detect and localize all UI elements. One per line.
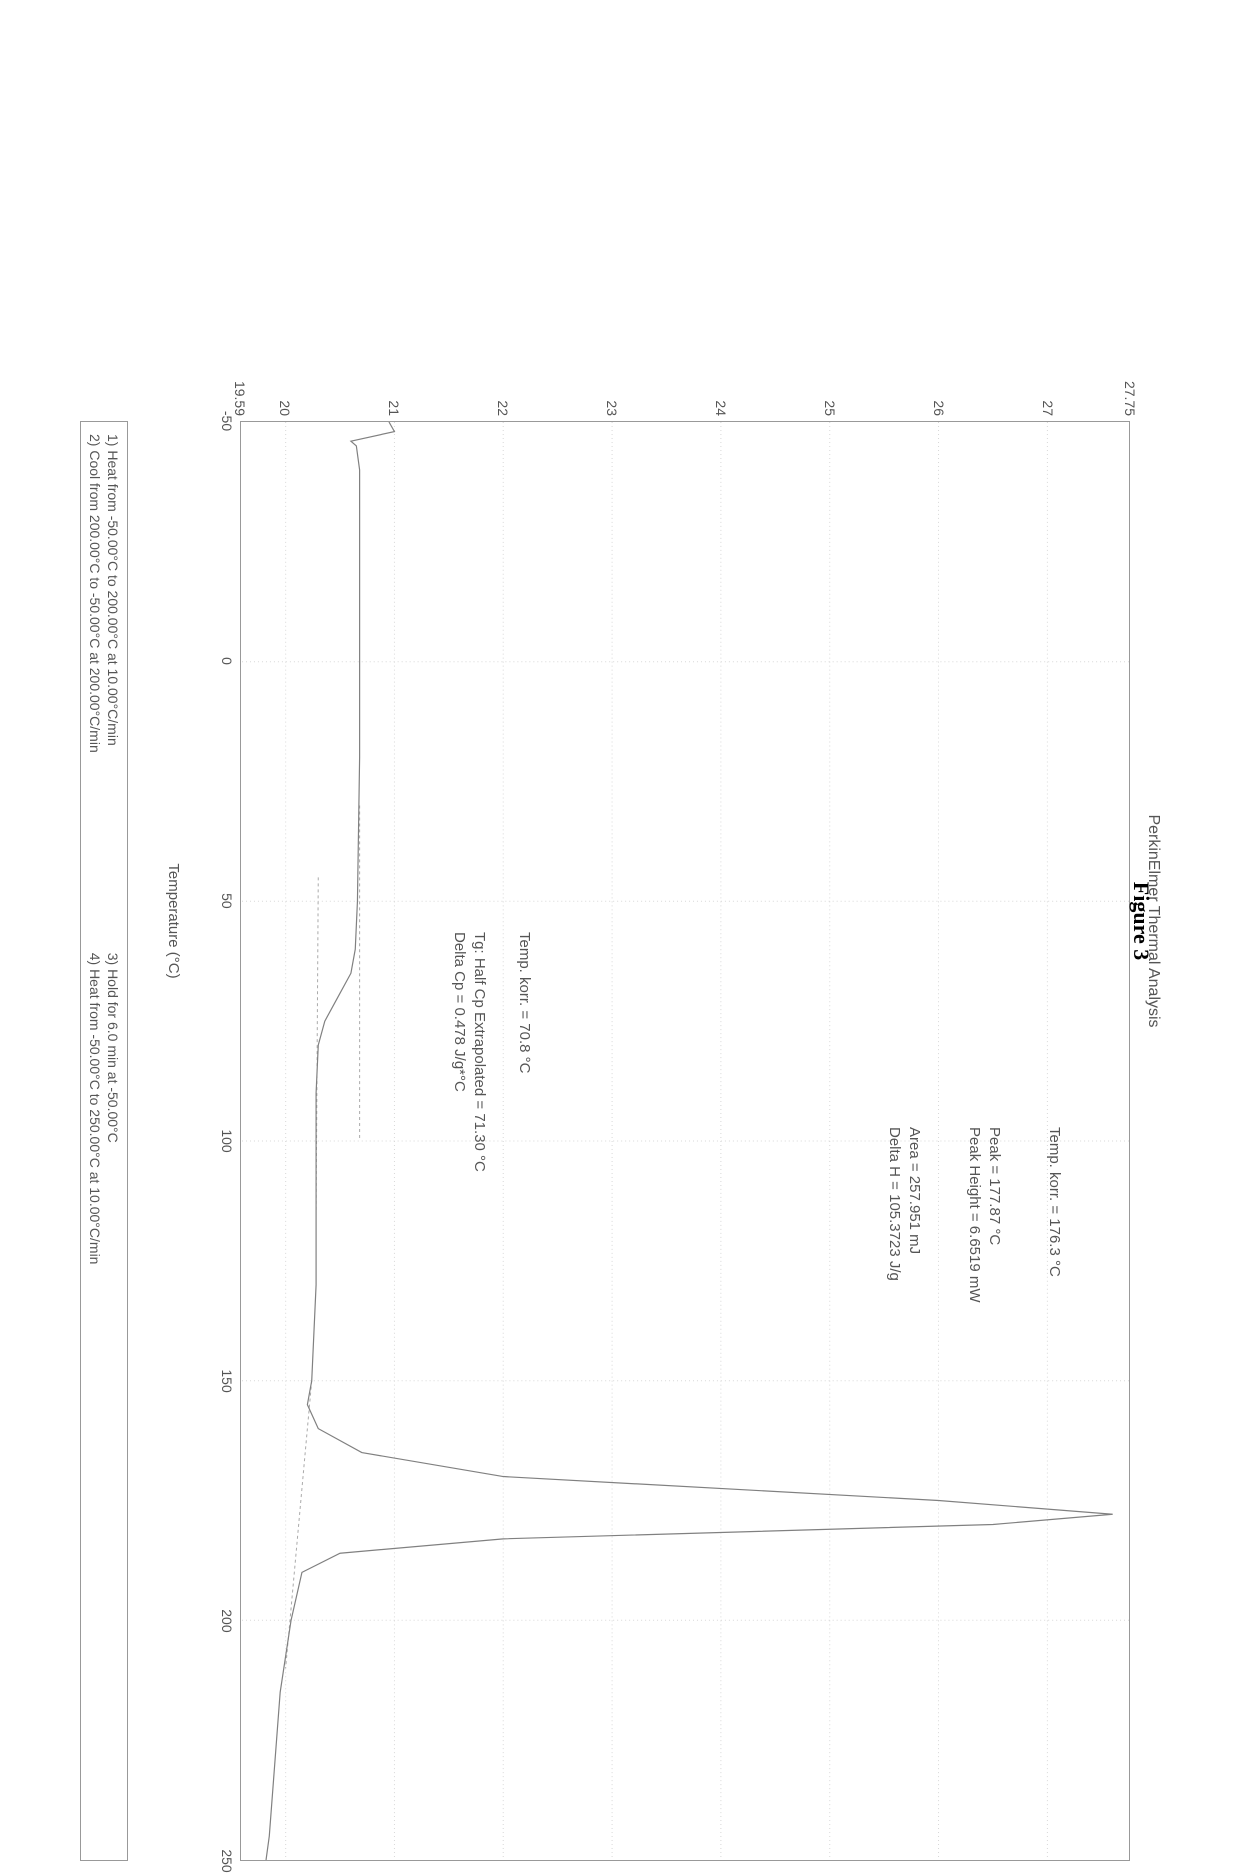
- method-col-left: 1) Heat from -50.00°C to 200.00°C at 10.…: [87, 434, 121, 753]
- peak-height-line: Peak Height = 6.6519 mW: [964, 1127, 984, 1303]
- method-step-3: 3) Hold for 6.0 min at -50.00°C: [105, 953, 121, 1265]
- y-tick: 23: [604, 366, 620, 416]
- method-box: 1) Heat from -50.00°C to 200.00°C at 10.…: [80, 421, 128, 1861]
- area-annotation: Area = 257.951 mJ Delta H = 105.3723 J/g: [884, 1127, 925, 1281]
- y-tick: 19.59: [232, 366, 248, 416]
- figure-label: Figure 3: [1128, 882, 1154, 960]
- method-step-4: 4) Heat from -50.00°C to 250.00°C at 10.…: [87, 953, 103, 1265]
- peak-temp-line: Peak = 177.87 °C: [984, 1127, 1004, 1303]
- tg-temp-annotation: Temp. korr. = 70.8 °C: [514, 932, 534, 1073]
- peak-tempcorr-annotation: Temp. korr. = 176.3 °C: [1044, 1127, 1064, 1277]
- x-tick: 0: [219, 657, 235, 665]
- x-tick: -50: [219, 411, 235, 431]
- y-tick: 20: [277, 366, 293, 416]
- y-tick: 26: [931, 366, 947, 416]
- y-tick: 24: [713, 366, 729, 416]
- x-tick: 150: [219, 1369, 235, 1392]
- x-axis-label: Temperature (°C): [165, 863, 182, 978]
- method-step-1: 1) Heat from -50.00°C to 200.00°C at 10.…: [105, 434, 121, 753]
- method-step-2: 2) Cool from 200.00°C to -50.00°C at 200…: [87, 434, 103, 753]
- area-line: Area = 257.951 mJ: [904, 1127, 924, 1281]
- plot-area: Temp. korr. = 70.8 °C Tg: Half Cp Extrap…: [240, 421, 1130, 1861]
- tg-halfcp-line: Tg: Half Cp Extrapolated = 71.30 °C: [469, 932, 489, 1172]
- deltah-line: Delta H = 105.3723 J/g: [884, 1127, 904, 1281]
- x-tick: 100: [219, 1129, 235, 1152]
- x-tick: 50: [219, 893, 235, 909]
- y-tick: 27.75: [1122, 366, 1138, 416]
- x-tick: 200: [219, 1609, 235, 1632]
- tg-halfcp-annotation: Tg: Half Cp Extrapolated = 71.30 °C Delt…: [449, 932, 490, 1172]
- y-tick: 27: [1040, 366, 1056, 416]
- y-tick: 21: [386, 366, 402, 416]
- tg-deltacp-line: Delta Cp = 0.478 J/g*°C: [449, 932, 469, 1172]
- dsc-chart: PerkinElmer Thermal Analysis Heat Flow E…: [70, 301, 1170, 1541]
- y-tick: 25: [822, 366, 838, 416]
- peak-annotation: Peak = 177.87 °C Peak Height = 6.6519 mW: [964, 1127, 1005, 1303]
- method-col-right: 3) Hold for 6.0 min at -50.00°C 4) Heat …: [87, 953, 121, 1265]
- x-tick: 250: [219, 1849, 235, 1872]
- y-tick: 22: [495, 366, 511, 416]
